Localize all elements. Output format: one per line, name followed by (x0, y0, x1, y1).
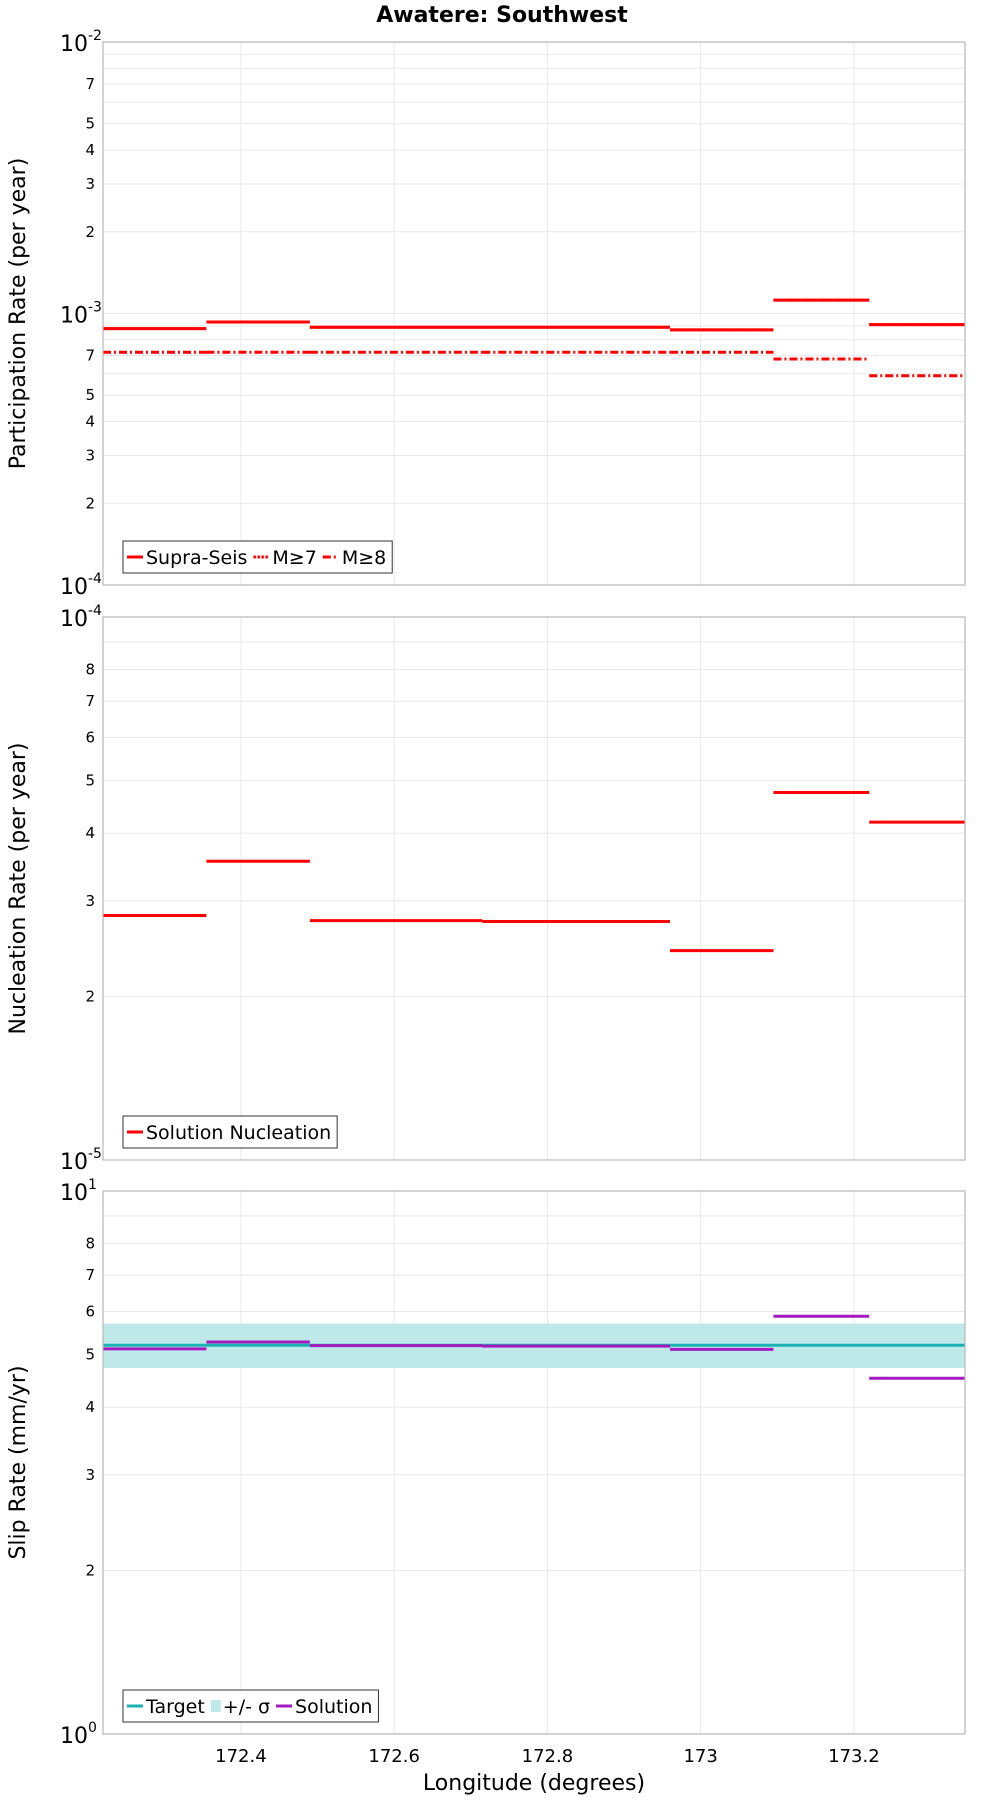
legend-label: Supra-Seis (146, 547, 247, 569)
y-tick-exponent: -4 (88, 603, 102, 619)
legend-label: Solution Nucleation (146, 1122, 331, 1144)
plot-area (103, 617, 965, 1160)
plot-frame (102, 41, 966, 586)
y-tick-label: 3 (85, 446, 95, 464)
y-tick-label: 10 (60, 1181, 88, 1206)
legend: Supra-Seis M≥7 M≥8 (122, 540, 393, 574)
y-tick-label: 3 (85, 175, 95, 193)
plot-area (103, 1191, 965, 1734)
y-axis-label: Participation Rate (per year) (6, 158, 31, 470)
y-tick-label: 5 (85, 115, 95, 133)
y-tick-label: 4 (85, 1398, 95, 1416)
y-tick-label: 4 (85, 413, 95, 431)
x-tick-label: 172.4 (215, 1746, 267, 1767)
y-tick-label: 3 (85, 1466, 95, 1484)
y-tick-label: 7 (85, 75, 95, 93)
x-axis-label: Longitude (degrees) (423, 1771, 645, 1796)
y-tick-label: 7 (85, 1266, 95, 1284)
y-tick-label: 7 (85, 347, 95, 365)
y-tick-label: 8 (85, 661, 95, 679)
plot-frame (102, 1190, 966, 1735)
y-tick-label: 3 (85, 892, 95, 910)
legend-box (122, 1689, 379, 1723)
x-tick-label: 172.8 (522, 1746, 574, 1767)
y-tick-exponent: -3 (88, 300, 102, 316)
y-tick-label: 5 (85, 386, 95, 404)
legend-label: +/- σ (223, 1696, 270, 1718)
y-tick-label: 6 (85, 1302, 95, 1320)
y-tick-label: 10 (60, 32, 88, 57)
y-tick-label: 10 (60, 607, 88, 632)
y-tick-label: 7 (85, 692, 95, 710)
y-tick-exponent: -5 (88, 1146, 102, 1162)
legend-box (122, 1115, 338, 1149)
y-axis-label: Nucleation Rate (per year) (6, 743, 31, 1035)
legend: Target +/- σ Solution (122, 1689, 379, 1723)
y-tick-label: 10 (60, 1724, 88, 1749)
x-tick-label: 173 (683, 1746, 717, 1767)
chart-title: Awatere: Southwest (376, 3, 628, 28)
plot-frame (102, 616, 966, 1161)
y-tick-label: 10 (60, 304, 88, 329)
x-tick-label: 173.2 (828, 1746, 880, 1767)
legend-label: Target (145, 1696, 205, 1718)
y-tick-label: 8 (85, 1235, 95, 1253)
y-tick-exponent: 0 (88, 1720, 97, 1736)
legend-label: M≥8 (342, 547, 386, 569)
legend-label: Solution (295, 1696, 372, 1718)
legend: Solution Nucleation (122, 1115, 338, 1149)
legend-swatch (210, 1700, 221, 1712)
y-axis-label: Slip Rate (mm/yr) (6, 1365, 31, 1559)
y-tick-exponent: -4 (88, 571, 102, 587)
y-tick-label: 10 (60, 575, 88, 600)
y-tick-label: 2 (85, 494, 95, 512)
y-tick-label: 2 (85, 223, 95, 241)
y-tick-exponent: 1 (88, 1177, 97, 1193)
y-tick-label: 2 (85, 1562, 95, 1580)
y-tick-label: 2 (85, 988, 95, 1006)
y-tick-label: 4 (85, 141, 95, 159)
y-tick-label: 5 (85, 1345, 95, 1363)
y-tick-label: 10 (60, 1150, 88, 1175)
y-tick-label: 5 (85, 771, 95, 789)
x-tick-label: 172.6 (368, 1746, 420, 1767)
y-tick-label: 6 (85, 728, 95, 746)
y-tick-exponent: -2 (88, 28, 102, 44)
y-tick-label: 4 (85, 824, 95, 842)
legend-label: M≥7 (272, 547, 316, 569)
